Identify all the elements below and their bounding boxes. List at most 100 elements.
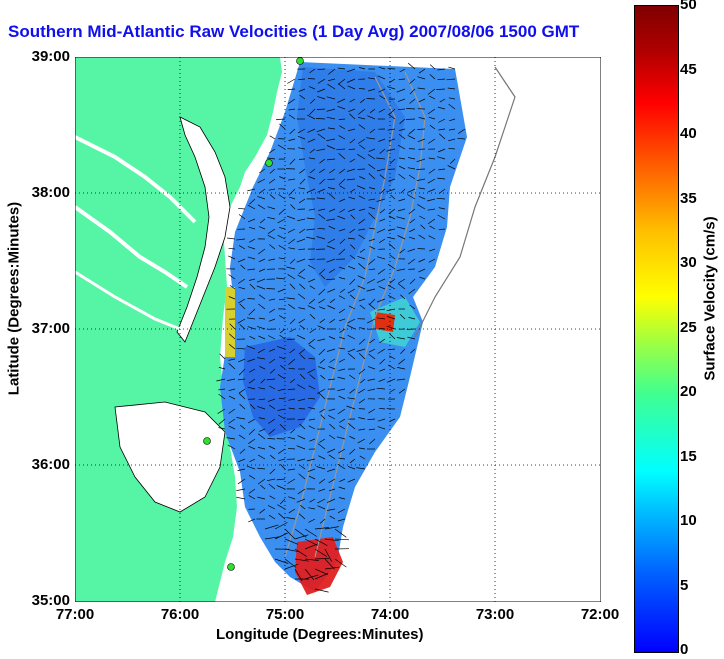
velocity-arrow [298, 408, 306, 410]
velocity-arrow [317, 88, 326, 93]
velocity-arrow [349, 254, 356, 260]
velocity-arrow [447, 87, 456, 90]
velocity-arrow [347, 353, 356, 360]
cbar-tick-20: 20 [680, 383, 697, 400]
velocity-arrow [248, 308, 256, 316]
cbar-tick-15: 15 [680, 448, 697, 465]
velocity-arrow [309, 438, 316, 442]
velocity-arrow [359, 248, 366, 253]
velocity-arrow [239, 393, 246, 400]
velocity-arrow [368, 303, 376, 310]
velocity-arrow [376, 198, 386, 202]
velocity-arrow [349, 278, 356, 285]
velocity-arrow [317, 133, 326, 140]
velocity-arrow [249, 278, 256, 281]
velocity-arrow [297, 135, 306, 140]
velocity-arrow [299, 504, 306, 510]
velocity-arrow [358, 108, 366, 115]
velocity-arrow [277, 218, 286, 224]
velocity-arrow [308, 157, 316, 160]
velocity-arrow [339, 418, 346, 423]
velocity-arrow [218, 393, 226, 400]
velocity-arrow [296, 334, 306, 340]
velocity-arrow [304, 528, 317, 537]
velocity-arrow [316, 148, 326, 152]
velocity-arrow [409, 218, 416, 224]
velocity-arrow [288, 407, 296, 410]
velocity-arrow [238, 207, 246, 210]
velocity-arrow [377, 256, 386, 260]
velocity-arrow [269, 358, 276, 364]
velocity-arrow [400, 348, 406, 354]
velocity-arrow [257, 196, 266, 200]
velocity-arrow [368, 268, 376, 271]
velocity-arrow [387, 348, 396, 351]
map-title: Southern Mid-Atlantic Raw Velocities (1 … [8, 22, 580, 41]
velocity-arrow [349, 294, 356, 300]
velocity-map [75, 57, 601, 602]
velocity-arrow [309, 148, 316, 154]
velocity-arrow [429, 225, 436, 230]
velocity-arrow [349, 388, 356, 394]
velocity-arrow [308, 338, 316, 345]
velocity-arrow [386, 378, 396, 383]
velocity-arrow [299, 178, 306, 185]
velocity-arrows [216, 62, 466, 593]
velocity-arrow [367, 77, 376, 80]
velocity-arrow [317, 325, 326, 330]
velocity-arrow [408, 288, 416, 295]
velocity-arrow [279, 123, 286, 130]
velocity-arrow [259, 168, 266, 174]
velocity-arrow [228, 343, 236, 350]
velocity-arrow [338, 347, 346, 350]
velocity-arrow [358, 88, 366, 90]
velocity-arrow [339, 425, 346, 430]
velocity-arrow [258, 258, 266, 263]
velocity-arrow [267, 398, 276, 402]
velocity-arrow [319, 358, 326, 364]
cbar-tick-5: 5 [680, 577, 689, 594]
velocity-arrow [304, 538, 318, 546]
velocity-arrow [247, 326, 256, 330]
velocity-arrow [304, 568, 315, 581]
velocity-arrow [279, 315, 286, 320]
velocity-arrow [357, 116, 366, 120]
velocity-arrow [369, 245, 376, 250]
velocity-arrow [349, 435, 356, 440]
velocity-arrow [228, 425, 236, 430]
velocity-arrow [408, 128, 416, 135]
velocity-arrow [250, 404, 256, 410]
velocity-arrow [274, 532, 288, 540]
velocity-arrow [358, 234, 366, 240]
velocity-arrow [318, 478, 326, 484]
velocity-arrow [376, 387, 386, 390]
velocity-arrow [269, 308, 276, 313]
velocity-arrow [359, 455, 366, 460]
velocity-arrow [328, 415, 336, 420]
velocity-arrow [318, 348, 326, 356]
velocity-arrow [259, 428, 266, 432]
velocity-arrow [257, 496, 266, 500]
velocity-arrow [268, 178, 276, 184]
velocity-arrow [329, 423, 336, 430]
velocity-arrow [238, 434, 246, 440]
velocity-arrow [289, 196, 296, 200]
velocity-arrow [326, 116, 336, 120]
velocity-arrow [217, 408, 226, 414]
velocity-arrow [377, 426, 386, 430]
velocity-arrow [307, 397, 316, 400]
velocity-arrow [288, 238, 296, 245]
velocity-arrow [337, 508, 346, 514]
velocity-arrow [408, 236, 416, 240]
velocity-arrow [298, 78, 306, 80]
velocity-arrow [437, 156, 446, 160]
velocity-arrow [379, 368, 386, 372]
velocity-arrow [299, 198, 306, 204]
velocity-arrow [358, 195, 366, 200]
velocity-arrow [389, 278, 396, 284]
velocity-arrow [379, 358, 386, 365]
velocity-arrow [248, 418, 256, 424]
velocity-arrow [377, 268, 386, 275]
velocity-arrow [418, 187, 426, 190]
velocity-arrow [268, 258, 276, 261]
